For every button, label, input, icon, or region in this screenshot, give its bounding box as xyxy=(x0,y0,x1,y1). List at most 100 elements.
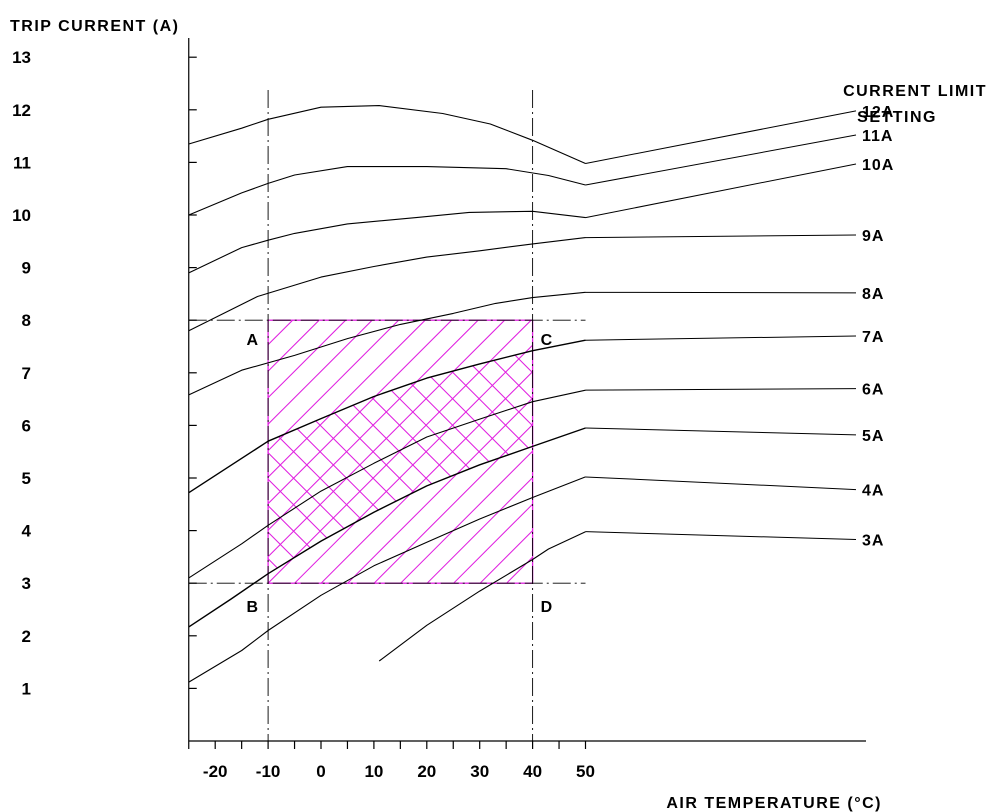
x-tick-label: 50 xyxy=(576,762,595,781)
curve-leader xyxy=(585,335,857,341)
hatch-line xyxy=(268,320,346,399)
crosshatch-line xyxy=(0,320,187,583)
crosshatch-line xyxy=(719,320,982,583)
y-tick-label: 12 xyxy=(12,101,31,120)
curve-7a xyxy=(188,339,586,494)
x-tick-label: 20 xyxy=(417,762,436,781)
hatch-line xyxy=(0,320,187,583)
curve-leader xyxy=(585,134,857,186)
crosshatch-line xyxy=(0,320,240,583)
crosshatch-line xyxy=(825,320,988,583)
hatch-line xyxy=(0,320,213,583)
hatch-line xyxy=(0,320,28,583)
hatch-line xyxy=(268,320,373,425)
curve-8a xyxy=(188,291,586,396)
crosshatch-line xyxy=(268,350,320,574)
curve-label-4a: 4A xyxy=(862,483,884,500)
crosshatch-line xyxy=(984,320,988,583)
curve-label-7a: 7A xyxy=(862,329,884,346)
x-tick-label: -10 xyxy=(256,762,281,781)
curve-10a xyxy=(188,210,586,274)
y-tick-label: 2 xyxy=(22,627,31,646)
y-tick-label: 9 xyxy=(22,259,31,278)
crosshatch-line xyxy=(0,320,160,583)
curve-label-6a: 6A xyxy=(862,382,884,399)
crosshatch-line xyxy=(957,320,988,583)
curve-4a xyxy=(188,476,586,683)
y-tick-label: 6 xyxy=(22,416,31,435)
y-tick-label: 1 xyxy=(22,679,31,698)
curve-leader xyxy=(585,427,857,436)
hatch-line xyxy=(560,320,823,583)
crosshatch-line xyxy=(666,320,929,583)
corner-label-d: D xyxy=(541,599,553,616)
curve-label-11a: 11A xyxy=(862,128,893,145)
hatch-line xyxy=(0,320,134,583)
hatch-line xyxy=(426,476,533,584)
y-tick-label: 13 xyxy=(12,48,31,67)
curve-label-12a: 12A xyxy=(862,104,894,121)
curve-label-10a: 10A xyxy=(862,157,894,174)
crosshatch-line xyxy=(692,320,955,583)
legend-title-line-1: CURRENT LIMIT xyxy=(843,83,987,100)
hatch-line xyxy=(479,529,533,584)
hatch-line xyxy=(984,320,988,583)
x-tick-label: 0 xyxy=(316,762,325,781)
corner-label-b: B xyxy=(247,599,259,616)
crosshatch-line xyxy=(613,320,876,583)
hatch-line xyxy=(719,320,982,583)
corner-label-a: A xyxy=(247,332,259,349)
crosshatch-line xyxy=(0,320,28,583)
crosshatch-line xyxy=(0,320,1,583)
hatch-line xyxy=(904,320,988,583)
hatch-line xyxy=(666,320,929,583)
curve-3a xyxy=(378,531,586,662)
curve-leader xyxy=(585,531,857,541)
hatch-line xyxy=(692,320,955,583)
y-tick-label: 7 xyxy=(22,364,31,383)
crosshatch-line xyxy=(0,320,213,583)
hatch-line xyxy=(878,320,988,583)
y-tick-label: 10 xyxy=(12,206,31,225)
x-tick-label: -20 xyxy=(203,762,228,781)
crosshatch-line xyxy=(533,320,796,583)
crosshatch-line xyxy=(0,320,107,583)
reference-lines xyxy=(188,90,586,741)
curve-leader xyxy=(585,163,857,219)
x-tick-label: 10 xyxy=(364,762,383,781)
y-tick-label: 8 xyxy=(22,311,31,330)
hatch-line xyxy=(0,320,160,583)
axes xyxy=(188,38,866,749)
hatch-line xyxy=(931,320,988,583)
curve-leader xyxy=(585,110,857,164)
crosshatch-line xyxy=(0,320,134,583)
legend-title-line-2: SETTING xyxy=(857,109,937,126)
hatch-line xyxy=(613,320,876,583)
hatch-line xyxy=(268,320,320,372)
hatch-line xyxy=(798,320,988,583)
x-tick-label: 30 xyxy=(470,762,489,781)
crosshatch-line xyxy=(506,350,533,574)
y-tick-label: 3 xyxy=(22,574,31,593)
crosshatch-line xyxy=(586,320,849,583)
x-tick-label: 40 xyxy=(523,762,542,781)
crosshatch-line xyxy=(0,320,81,583)
crosshatch-line xyxy=(268,350,346,574)
hatch-line xyxy=(3,320,266,583)
curve-label-9a: 9A xyxy=(862,228,884,245)
hatch-line xyxy=(0,320,107,583)
crosshatch-line xyxy=(798,320,988,583)
hatch-line xyxy=(506,556,533,584)
curve-label-3a: 3A xyxy=(862,533,884,550)
hatch-line xyxy=(825,320,988,583)
hatch-line xyxy=(453,503,533,584)
curve-leader xyxy=(585,476,857,491)
hatch-line xyxy=(0,320,240,583)
crosshatch-line xyxy=(904,320,988,583)
y-tick-label: 5 xyxy=(22,469,31,488)
hatch-line xyxy=(533,320,796,583)
crosshatch-line xyxy=(479,350,533,574)
curve-12a xyxy=(188,105,586,165)
crosshatch-line xyxy=(560,320,823,583)
